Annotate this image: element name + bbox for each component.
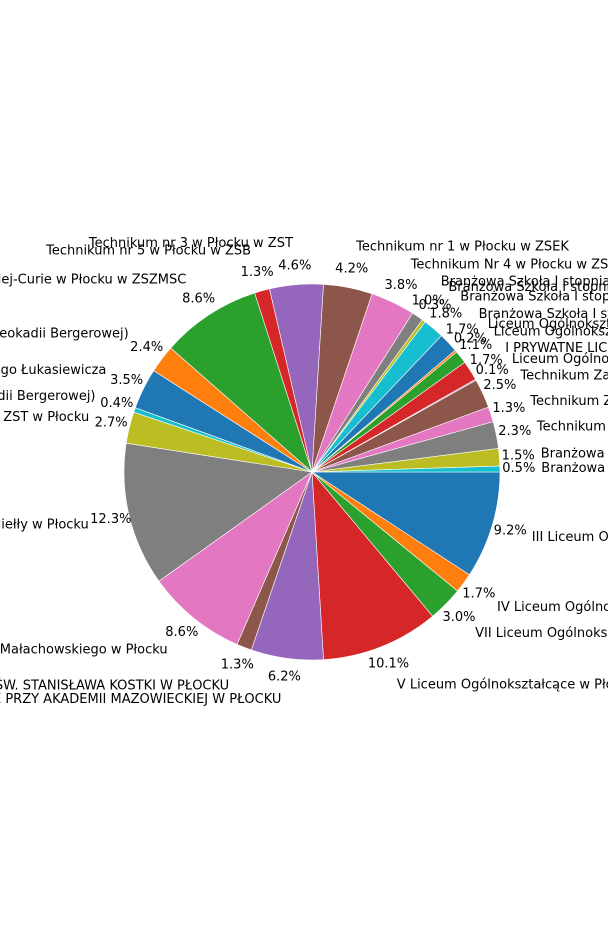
slice-name-label: Technikum nr 5 w Płocku w ZSB [45, 243, 251, 258]
slice-percent-label: 1.3% [492, 401, 525, 416]
slice-name-label: Branżowa Szkoła I stopnia [460, 290, 608, 305]
slice-percent-label: 1.1% [459, 338, 492, 353]
slice-name-label: Liceum Ogólnokształcące [494, 324, 608, 339]
slice-percent-label: 12.3% [90, 512, 131, 527]
slice-name-label: LICEUM OGÓLNOKSZTAŁCĄCE PRZY AKADEMII MA… [0, 691, 281, 707]
slice-percent-label: 4.6% [278, 258, 311, 273]
slice-name-label: Technikum Zawodowe [519, 369, 608, 384]
pie-slices [123, 283, 501, 661]
slice-percent-label: 3.8% [384, 278, 417, 293]
slice-percent-label: 8.6% [182, 292, 215, 307]
slice-percent-label: 1.5% [502, 448, 535, 463]
slice-percent-label: 1.0% [412, 293, 445, 308]
slice-name-label: LICEUM OGÓLNOKSZTAŁCĄCE IM. ŚW. STANISŁA… [0, 677, 229, 693]
slice-percent-label: 6.2% [268, 670, 301, 685]
slice-percent-label: 0.1% [476, 363, 509, 378]
slice-percent-label: 9.2% [494, 524, 527, 539]
pie-slice [123, 442, 313, 582]
slice-percent-label: 1.7% [462, 587, 495, 602]
slice-percent-label: 2.5% [483, 378, 516, 393]
slice-name-label: Liceum Ogólnokształcące im. Ignacego Łuk… [0, 363, 106, 378]
slice-name-label: Technikum im. Marii Skłodowskiej-Curie w… [0, 273, 186, 288]
slice-percent-label: 0.2% [454, 332, 487, 347]
slice-name-label: Liceum Ogólnokształcące [512, 352, 608, 367]
slice-name-label: IV Liceum Ogólnokształcące [497, 600, 608, 615]
slice-name-label: Technikum w ZS (im. Leokadii Bergerowej) [0, 327, 129, 342]
slice-percent-label: 1.7% [470, 353, 503, 368]
slice-name-label: Liceum Ogólnokształcące w ZS (im. Leokad… [0, 389, 96, 404]
slice-percent-label: 4.2% [335, 262, 368, 277]
slice-name-label: V Liceum Ogólnokształcące w Płocku [397, 678, 608, 693]
slice-name-label: Technikum nr 1 w Płocku w ZSEK [355, 239, 569, 254]
slice-name-label: Branżowa Szkoła I stopnia [479, 307, 608, 322]
slice-percent-label: 1.8% [429, 307, 462, 322]
slice-percent-label: 0.4% [100, 396, 133, 411]
pie-slice [310, 471, 501, 576]
slice-percent-label: 3.0% [442, 610, 475, 625]
pie-slice [170, 292, 313, 473]
slice-percent-label: 2.3% [498, 424, 531, 439]
slice-name-label: I PRYWATNE LICEUM [505, 341, 608, 356]
slice-name-label: Technikum nr 3 w Płocku w ZST [88, 236, 293, 251]
pie-name-labels: III Liceum Ogólnokształcące IV Liceum Ogó… [0, 236, 608, 707]
slice-name-label: VII Liceum Ogólnokształcące [475, 626, 608, 641]
slice-percent-label: 3.5% [110, 373, 143, 388]
slice-name-label: Branżowa Szkoła [541, 461, 608, 476]
slice-percent-label: 10.1% [368, 657, 409, 672]
slice-percent-label: 0.5% [502, 461, 535, 476]
slice-percent-label: 8.6% [165, 625, 198, 640]
slice-percent-label: 2.4% [130, 340, 163, 355]
pie-slice [158, 471, 313, 645]
slice-name-label: Technikum Nr 4 w Płocku w ZS [410, 258, 608, 273]
pie-slice [311, 465, 501, 473]
slice-name-label: III Liceum Ogólnokształcące [532, 530, 608, 545]
slice-name-label: Technikum Zawodowe [529, 394, 608, 409]
slice-name-label: Branżowa Szkoła I stopnia [441, 275, 608, 290]
slice-name-label: Liceum Ogólnokształcące im. Władysława J… [0, 643, 168, 658]
slice-name-label: Liceum Ogólnokształcące [488, 317, 608, 332]
slice-percent-label: 1.3% [241, 265, 274, 280]
slice-name-label: Branżowa Szkoła I stopnia [448, 280, 608, 295]
slice-percent-label: 1.3% [221, 657, 254, 672]
slice-name-label: Branżowa Szkoła [541, 447, 608, 462]
slice-name-label: Technikum [536, 419, 606, 434]
slice-percent-label: 0.3% [418, 298, 451, 313]
slice-percent-label: 2.7% [95, 416, 128, 431]
slice-name-label: Liceum Ogólnokształcące im. Władysława J… [0, 517, 89, 532]
slice-name-label: Liceum Ogólnokształcące w ZST w Płocku [0, 410, 89, 425]
pie-percent-labels: 9.2% 1.7% 3.0% 10.1% 6.2% 1.3% 8.6% 12.3% 2.7% 0.… [90, 258, 535, 684]
slice-percent-label: 1.7% [446, 322, 479, 337]
pie-slice [311, 471, 434, 660]
